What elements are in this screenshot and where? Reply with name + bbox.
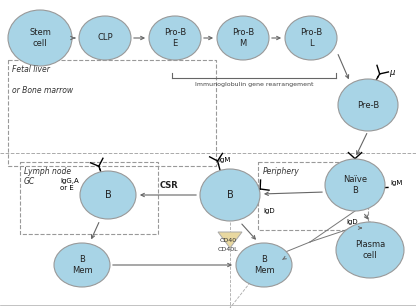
Text: Fetal liver

or Bone marrow: Fetal liver or Bone marrow (12, 65, 73, 95)
Text: B
Mem: B Mem (72, 255, 92, 275)
Ellipse shape (54, 243, 110, 287)
Text: B: B (227, 190, 233, 200)
Text: Immunoglobulin gene rearrangement: Immunoglobulin gene rearrangement (195, 82, 313, 87)
Ellipse shape (338, 79, 398, 131)
Text: IgD: IgD (263, 208, 275, 214)
Text: B
Mem: B Mem (254, 255, 274, 275)
Ellipse shape (236, 243, 292, 287)
Ellipse shape (217, 16, 269, 60)
Text: Pre-B: Pre-B (357, 100, 379, 110)
Bar (8, 60, 216, 166)
Text: Naïve
B: Naïve B (343, 175, 367, 195)
Ellipse shape (285, 16, 337, 60)
Ellipse shape (149, 16, 201, 60)
Text: IgD: IgD (346, 219, 358, 225)
Text: Plasma
cell: Plasma cell (355, 240, 385, 260)
Text: Periphery: Periphery (263, 167, 300, 176)
Text: Lymph node
GC: Lymph node GC (24, 167, 71, 186)
Text: Pro-B
L: Pro-B L (300, 28, 322, 48)
Ellipse shape (325, 159, 385, 211)
Text: CD40: CD40 (219, 238, 237, 243)
Text: CSR: CSR (160, 181, 178, 190)
Bar (20, 162, 158, 234)
Text: μ: μ (389, 68, 394, 77)
Text: CD40L: CD40L (218, 247, 238, 252)
Ellipse shape (80, 171, 136, 219)
Text: Stem
cell: Stem cell (29, 28, 51, 48)
Ellipse shape (336, 222, 404, 278)
Text: Pro-B
M: Pro-B M (232, 28, 254, 48)
Text: CLP: CLP (97, 34, 113, 43)
Polygon shape (218, 232, 242, 248)
Text: IgG,A
or E: IgG,A or E (60, 179, 79, 192)
Text: B: B (105, 190, 111, 200)
Ellipse shape (8, 10, 72, 66)
Text: IgM: IgM (390, 180, 402, 186)
Ellipse shape (79, 16, 131, 60)
Text: IgM: IgM (219, 157, 231, 163)
Ellipse shape (200, 169, 260, 221)
Text: Pro-B
E: Pro-B E (164, 28, 186, 48)
Bar (258, 162, 368, 230)
